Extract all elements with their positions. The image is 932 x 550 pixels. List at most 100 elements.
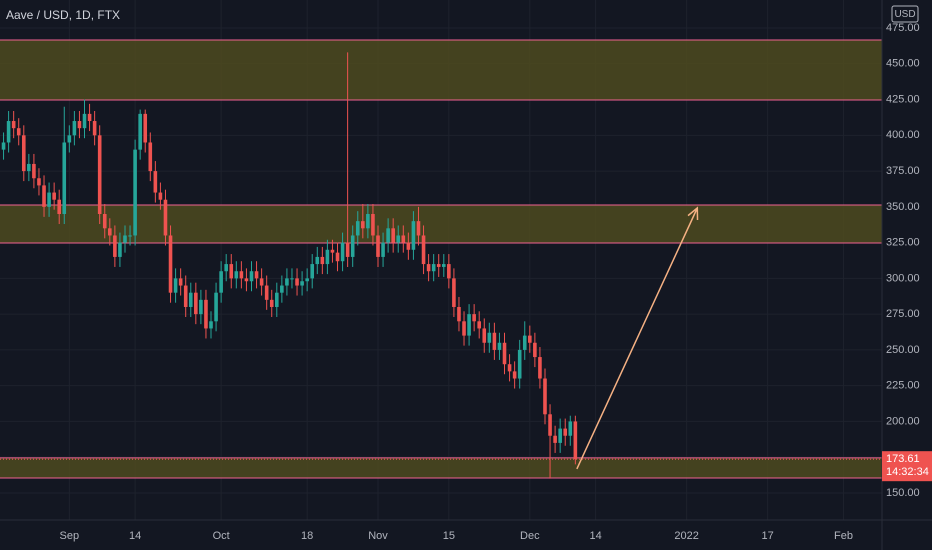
candle-body [548, 414, 552, 436]
zone [0, 457, 882, 478]
candle-body [376, 235, 380, 257]
candle-body [528, 335, 532, 343]
candle-body [426, 264, 431, 272]
candle-body [290, 278, 294, 280]
candle-body [6, 121, 11, 143]
candle-body [533, 342, 537, 358]
candle-body [285, 278, 289, 286]
candle-body [77, 121, 82, 129]
candle-body [467, 314, 471, 336]
candle-body [67, 135, 72, 143]
candle-body [436, 264, 441, 267]
currency[interactable]: USD [894, 9, 915, 20]
candle-body [386, 228, 390, 243]
x-tick-label: Nov [368, 530, 388, 542]
candle-body [173, 278, 178, 293]
candle-body [27, 163, 31, 172]
candle-body [345, 242, 350, 257]
candle-body [37, 178, 41, 186]
arrow-line [576, 207, 698, 470]
zone [0, 204, 882, 244]
candle-body [553, 435, 557, 443]
candle-body [82, 113, 87, 129]
candle-body [153, 171, 158, 193]
candle-body [492, 332, 497, 350]
candle-body [280, 285, 284, 293]
candle-body [274, 292, 279, 307]
candle-body [52, 192, 56, 200]
candle-body [497, 342, 502, 350]
candle-body [102, 214, 107, 229]
candle-body [224, 264, 228, 272]
currency-box[interactable] [891, 5, 919, 23]
candle-body [406, 242, 411, 250]
candle-body [421, 235, 426, 265]
y-tick-label: 225.00 [886, 380, 920, 392]
candle-body [371, 214, 375, 236]
candle-body [269, 299, 274, 307]
candle-body [447, 264, 451, 279]
candle-body [143, 113, 148, 143]
candle-body [330, 249, 335, 253]
candle-body [168, 235, 173, 293]
candle-body [350, 235, 355, 257]
candle-body [204, 299, 208, 329]
candle-body [249, 271, 254, 282]
candle-body [254, 271, 259, 279]
candle-body [244, 278, 249, 282]
y-tick-label: 250.00 [886, 344, 920, 356]
candle-body [335, 252, 340, 262]
x-tick-label: Sep [60, 530, 80, 542]
candle-body [512, 371, 517, 379]
candle-body [57, 199, 62, 215]
candle-body [487, 332, 492, 343]
candle-body [396, 235, 401, 243]
candle-body [502, 342, 507, 365]
y-tick-label: 375.00 [886, 165, 920, 177]
candle-body [300, 281, 304, 286]
candle-body [568, 421, 573, 436]
candle-body [315, 256, 320, 265]
chart-title: Aave / USD, 1D, FTX [6, 8, 120, 22]
candle-body [42, 185, 46, 207]
candle-body [563, 428, 568, 436]
candle-body [401, 235, 406, 243]
candle-body [32, 163, 36, 179]
y-tick-label: 475.00 [886, 22, 920, 34]
y-tick-label: 425.00 [886, 93, 920, 105]
candle-body [507, 364, 512, 372]
candle-body [361, 221, 365, 229]
last-price-box [882, 451, 932, 482]
candle-body [16, 128, 21, 136]
candle-body [148, 142, 153, 172]
candle-body [543, 378, 547, 415]
candle-body [87, 113, 92, 122]
candle-body [163, 199, 168, 236]
candle-body [188, 292, 193, 307]
candle-body [108, 228, 112, 236]
candle-body [573, 421, 578, 460]
candle-body [558, 428, 562, 443]
x-tick-label: 14 [589, 530, 601, 542]
candle-body [472, 314, 476, 322]
candle-body [209, 321, 213, 329]
candle-body [264, 285, 269, 300]
candle-body [325, 249, 330, 265]
x-tick-label: 15 [443, 530, 455, 542]
x-tick-label: Feb [834, 530, 853, 542]
candle-body [305, 278, 309, 282]
y-tick-label: 450.00 [886, 58, 920, 70]
y-tick-label: 200.00 [886, 415, 920, 427]
x-tick-label: 17 [762, 530, 774, 542]
candle-body [391, 228, 395, 243]
candle-body [477, 321, 482, 329]
candle-body [113, 235, 117, 257]
candle-body [194, 292, 198, 315]
candle-body [239, 271, 244, 279]
candle-body [229, 264, 234, 279]
candle-body [21, 135, 26, 172]
x-tick-label: Dec [520, 530, 540, 542]
candle-body [123, 235, 127, 243]
candle-body [517, 349, 522, 379]
